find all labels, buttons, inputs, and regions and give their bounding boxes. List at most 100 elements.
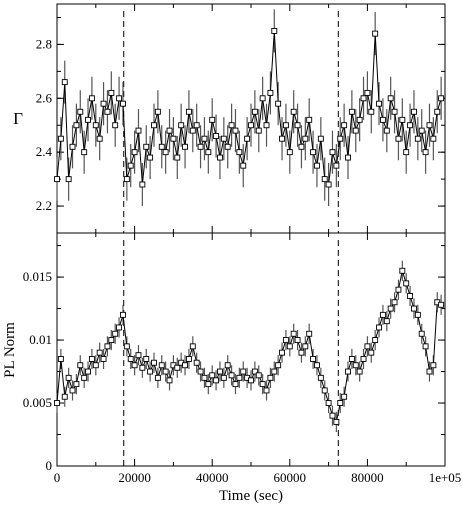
top-ytick-label: 2.4 bbox=[36, 144, 53, 159]
top-data-point bbox=[158, 143, 165, 150]
bottom-data-point bbox=[294, 337, 301, 344]
bottom-data-point bbox=[422, 343, 429, 350]
top-data-point bbox=[418, 127, 425, 134]
bottom-data-point bbox=[220, 374, 227, 381]
top-data-point bbox=[333, 162, 340, 169]
bottom-data-point bbox=[321, 387, 328, 394]
bottom-data-point bbox=[112, 330, 119, 337]
bottom-data-point bbox=[69, 387, 76, 394]
top-data-point bbox=[151, 122, 157, 129]
bottom-data-point bbox=[120, 311, 126, 318]
top-data-point bbox=[403, 149, 410, 156]
bottom-data-point bbox=[100, 355, 107, 362]
top-data-point bbox=[267, 89, 274, 96]
top-data-point bbox=[302, 135, 309, 142]
bottom-ytick-label: 0.015 bbox=[23, 269, 52, 284]
bottom-data-point bbox=[372, 337, 379, 344]
bottom-xtick-label: 1e+05 bbox=[429, 470, 462, 485]
top-data-point bbox=[57, 135, 64, 142]
bottom-xtick-label: 40000 bbox=[196, 470, 229, 485]
bottom-data-point bbox=[81, 374, 88, 381]
bottom-ylabel: PL Norm bbox=[2, 322, 18, 378]
top-ytick-label: 2.6 bbox=[36, 90, 53, 105]
top-data-point bbox=[123, 176, 130, 183]
bottom-data-point bbox=[341, 393, 348, 400]
top-ytick-label: 2.8 bbox=[36, 36, 52, 51]
bottom-data-point bbox=[131, 362, 138, 369]
top-data-point bbox=[407, 122, 414, 129]
top-data-point bbox=[286, 149, 293, 156]
top-data-point bbox=[414, 135, 421, 142]
bottom-data-point bbox=[379, 311, 386, 318]
bottom-data-point bbox=[376, 324, 382, 331]
top-data-point bbox=[345, 154, 351, 161]
top-data-point bbox=[271, 27, 278, 34]
bottom-ytick-label: 0.005 bbox=[23, 395, 52, 410]
top-data-point bbox=[348, 108, 355, 115]
top-data-point bbox=[352, 127, 359, 134]
bottom-data-point bbox=[96, 349, 103, 356]
bottom-panel: PL Norm Time (sec) 0 0.005 0.01 0.015 0 2000… bbox=[2, 232, 462, 504]
top-data-point bbox=[395, 135, 402, 142]
bottom-data-point bbox=[65, 374, 72, 381]
bottom-data-point bbox=[430, 362, 437, 369]
bottom-data-point bbox=[403, 280, 410, 287]
bottom-data-point bbox=[329, 412, 336, 419]
bottom-data-point bbox=[193, 359, 200, 366]
top-data-point bbox=[290, 108, 297, 115]
top-data-point bbox=[209, 116, 216, 123]
top-data-point bbox=[81, 149, 88, 156]
top-data-point bbox=[251, 108, 258, 115]
bottom-data-point bbox=[143, 355, 150, 362]
bottom-data-point bbox=[123, 343, 130, 350]
bottom-data-point bbox=[263, 387, 270, 394]
bottom-data-point bbox=[139, 364, 146, 371]
bottom-data-point bbox=[314, 362, 320, 369]
top-data-point bbox=[426, 122, 433, 129]
bottom-data-point bbox=[77, 362, 84, 369]
bottom-data-point bbox=[251, 368, 258, 375]
top-data-point bbox=[224, 143, 231, 150]
bottom-data-point bbox=[411, 305, 417, 312]
top-data-point bbox=[61, 79, 68, 86]
bottom-data-point bbox=[185, 355, 192, 362]
bottom-data-point bbox=[255, 372, 262, 379]
top-data-point bbox=[325, 181, 332, 188]
top-data-point bbox=[368, 108, 375, 115]
bottom-data-point bbox=[282, 337, 289, 344]
bottom-yticks: 0 0.005 0.01 0.015 bbox=[23, 245, 445, 473]
bottom-data-point bbox=[438, 301, 445, 308]
bottom-data-point bbox=[135, 352, 142, 359]
top-data-point bbox=[139, 181, 146, 188]
top-data-point bbox=[178, 122, 185, 129]
top-data-point bbox=[96, 135, 103, 142]
top-data-point bbox=[201, 135, 208, 142]
bottom-data-point bbox=[147, 368, 154, 375]
bottom-data-point bbox=[73, 381, 80, 388]
top-data-point bbox=[116, 95, 123, 102]
bottom-data-point bbox=[217, 368, 223, 375]
top-data-point bbox=[372, 30, 379, 37]
bottom-data-point bbox=[333, 418, 340, 425]
top-data-point bbox=[275, 100, 282, 107]
bottom-data-point bbox=[88, 355, 95, 362]
bottom-data-point bbox=[279, 349, 285, 356]
top-data-point bbox=[154, 108, 161, 115]
top-data-point bbox=[228, 122, 235, 129]
bottom-data-point bbox=[391, 299, 398, 306]
top-data-point bbox=[77, 108, 84, 115]
top-data-point bbox=[298, 143, 305, 150]
top-data-point bbox=[65, 176, 72, 183]
bottom-data-point bbox=[236, 374, 243, 381]
top-data-point bbox=[193, 122, 200, 129]
bottom-data-point bbox=[92, 362, 99, 369]
top-data-point bbox=[356, 116, 363, 123]
top-panel: Γ 2.2 2.4 2.6 2.8 bbox=[13, 3, 446, 234]
bottom-data-point bbox=[395, 286, 402, 293]
top-data-point bbox=[213, 133, 220, 139]
top-data-point bbox=[127, 162, 134, 169]
top-data-point bbox=[411, 108, 417, 115]
top-data-point bbox=[279, 135, 285, 142]
